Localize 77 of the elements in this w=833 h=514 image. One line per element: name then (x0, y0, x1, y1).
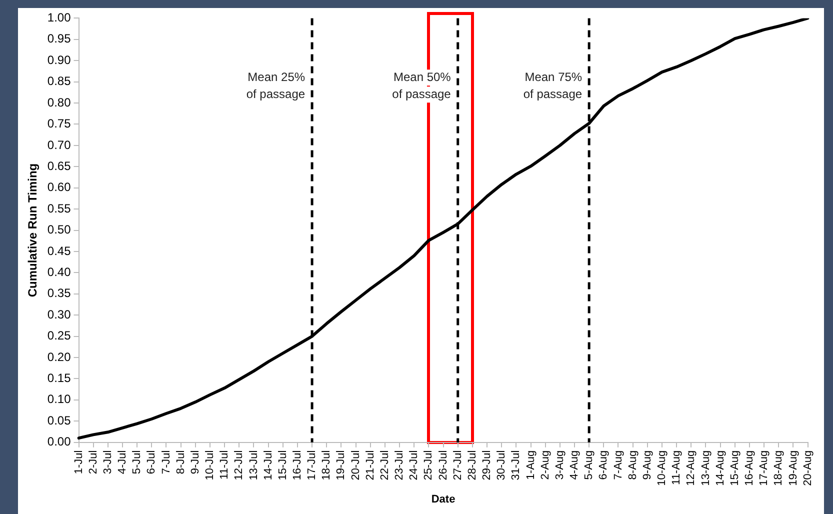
x-tick-label: 12-Jul (233, 450, 246, 480)
y-tick-label: 0.80 (47, 95, 72, 110)
x-tick-label: 21-Jul (364, 450, 376, 480)
x-tick-label: 12-Aug (685, 450, 698, 486)
x-tick-label: 16-Jul (292, 450, 304, 480)
y-tick-label: 0.75 (47, 116, 72, 131)
x-tick-label: 4-Aug (568, 450, 581, 480)
x-tick-label: 19-Jul (335, 450, 348, 480)
x-tick-label: 24-Jul (408, 450, 420, 480)
x-tick-label: 3-Jul (102, 450, 114, 474)
y-tick-label: 0.90 (47, 52, 72, 67)
y-axis-title: Cumulative Run Timing (26, 163, 40, 298)
ref-line-label: Mean 75% of passage (523, 70, 582, 101)
x-tick-label: 15-Jul (276, 450, 289, 480)
x-tick-label: 20-Aug (802, 450, 814, 486)
x-tick-label: 8-Aug (626, 450, 639, 480)
x-tick-label: 14-Jul (262, 450, 274, 480)
x-tick-label: 6-Aug (598, 450, 610, 480)
x-tick-label: 22-Jul (378, 450, 391, 480)
x-tick-label: 9-Aug (641, 450, 654, 480)
y-tick-label: 0.65 (47, 158, 72, 173)
x-tick-label: 5-Jul (131, 450, 144, 474)
y-tick-label: 0.45 (47, 244, 72, 258)
y-tick-label: 0.25 (47, 328, 72, 343)
x-tick-label: 23-Jul (394, 450, 406, 480)
x-tick-label: 2-Aug (539, 450, 552, 480)
x-tick-label: 7-Aug (612, 450, 624, 480)
y-tick-label: 0.95 (47, 32, 72, 46)
y-tick-label: 0.35 (47, 286, 72, 300)
x-tick-label: 31-Jul (510, 450, 522, 480)
ref-line-label: Mean 50% of passage (392, 70, 452, 101)
x-axis-title: Date (431, 493, 456, 506)
x-tick-label: 16-Aug (744, 450, 756, 486)
x-tick-label: 8-Jul (174, 450, 187, 474)
x-tick-label: 2-Jul (87, 450, 100, 474)
x-tick-label: 11-Jul (218, 450, 231, 480)
x-tick-label: 5-Aug (583, 450, 596, 480)
x-tick-label: 18-Jul (320, 450, 333, 480)
y-tick-label: 0.15 (47, 371, 72, 386)
y-tick-label: 0.00 (47, 434, 72, 449)
x-tick-label: 20-Jul (350, 450, 362, 480)
x-tick-label: 26-Jul (437, 450, 450, 480)
y-tick-label: 0.30 (47, 307, 72, 322)
y-tick-label: 0.20 (47, 350, 72, 364)
x-tick-label: 17-Aug (758, 450, 770, 486)
y-tick-label: 0.70 (47, 138, 72, 152)
x-tick-label: 15-Aug (728, 450, 741, 486)
ref-line-label: Mean 25% of passage (246, 70, 306, 101)
x-tick-label: 19-Aug (787, 450, 800, 486)
x-tick-label: 3-Aug (554, 450, 566, 480)
x-tick-label: 7-Jul (160, 450, 172, 474)
x-tick-label: 17-Jul (306, 450, 318, 480)
y-tick-label: 0.05 (47, 413, 72, 428)
x-tick-label: 1-Jul (72, 450, 85, 474)
y-tick-label: 0.55 (47, 201, 72, 216)
x-tick-label: 28-Jul (466, 450, 478, 480)
x-tick-label: 10-Jul (204, 450, 216, 480)
x-tick-label: 13-Jul (248, 450, 260, 480)
x-tick-label: 10-Aug (656, 450, 668, 486)
x-tick-label: 27-Jul (452, 450, 464, 480)
x-tick-label: 1-Aug (524, 450, 537, 480)
y-tick-label: 0.10 (47, 392, 72, 406)
y-tick-label: 0.60 (47, 180, 72, 194)
x-tick-label: 13-Aug (700, 450, 712, 486)
x-tick-label: 9-Jul (189, 450, 202, 474)
x-tick-label: 6-Jul (146, 450, 158, 474)
x-tick-label: 25-Jul (422, 450, 435, 480)
x-tick-label: 14-Aug (714, 450, 726, 486)
x-tick-label: 4-Jul (116, 450, 129, 474)
y-tick-label: 1.00 (47, 10, 72, 25)
x-tick-label: 11-Aug (670, 450, 683, 485)
y-tick-label: 0.40 (47, 264, 72, 279)
x-tick-label: 18-Aug (772, 450, 785, 486)
y-tick-label: 0.85 (47, 74, 72, 88)
x-tick-label: 30-Jul (496, 450, 508, 480)
x-tick-label: 29-Jul (481, 450, 494, 480)
y-tick-label: 0.50 (47, 222, 72, 237)
